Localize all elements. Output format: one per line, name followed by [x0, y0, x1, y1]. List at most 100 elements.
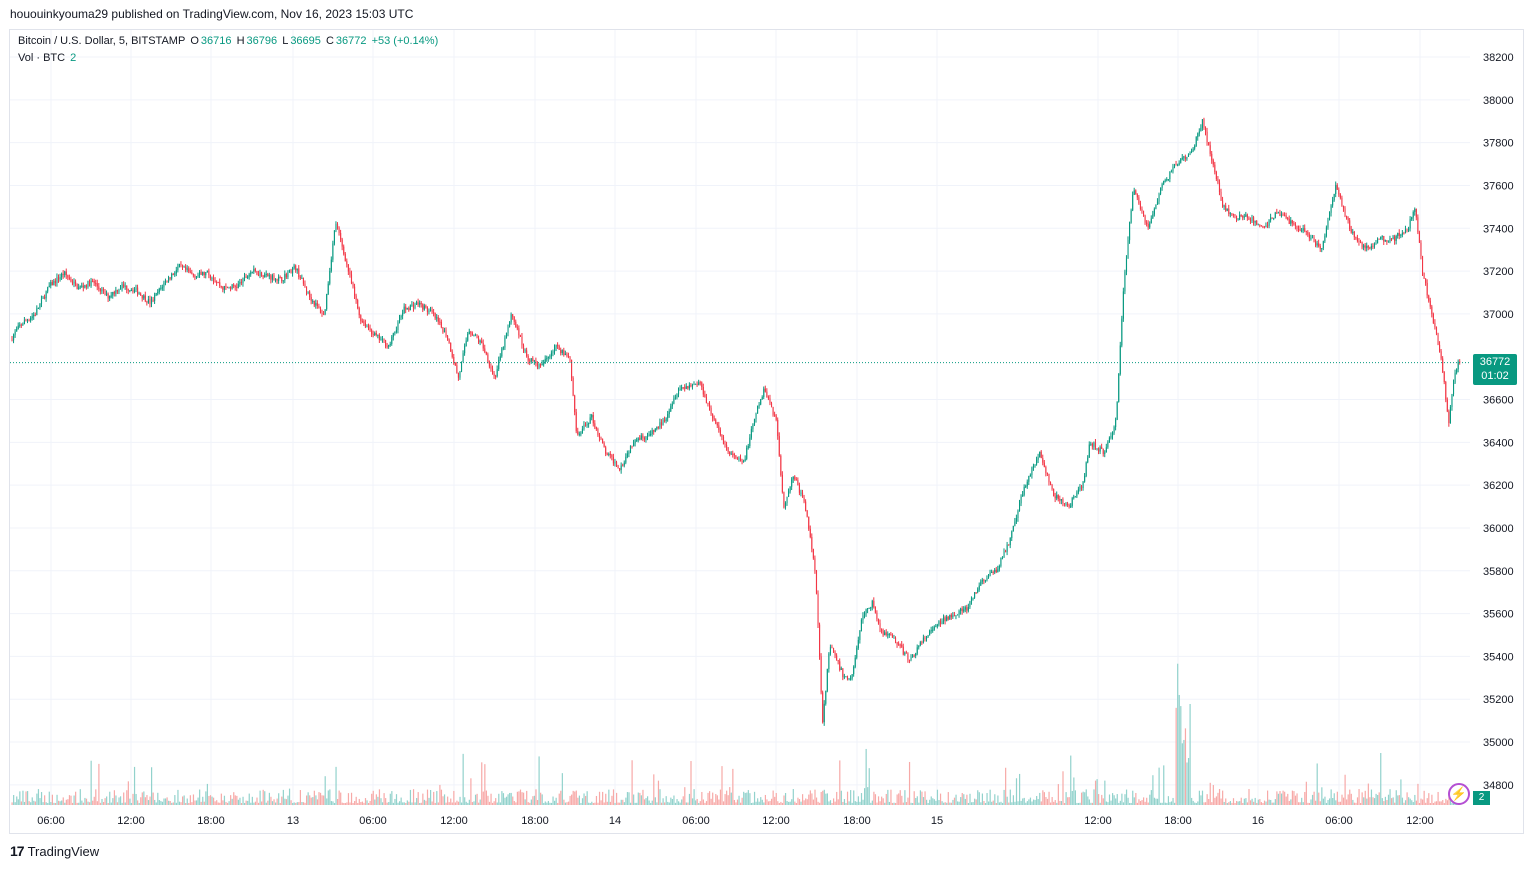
candle-body [1265, 225, 1267, 228]
volume-bar [126, 790, 128, 805]
volume-bar [916, 796, 918, 805]
volume-bar [806, 799, 808, 805]
volume-bar [1046, 798, 1049, 805]
candle-body [107, 293, 109, 299]
candle-body [868, 607, 870, 609]
volume-bar [1060, 801, 1063, 805]
volume-bar [1163, 765, 1165, 805]
volume-bar [984, 802, 987, 805]
candle-body [485, 351, 487, 355]
volume-bar [1367, 783, 1369, 805]
volume-bar [85, 798, 88, 805]
lightning-icon[interactable]: ⚡ [1448, 783, 1470, 805]
candle-body [177, 267, 179, 271]
candle-body [456, 365, 458, 373]
volume-bar [1322, 798, 1324, 805]
volume-bar [389, 793, 391, 805]
candle-body [372, 334, 374, 336]
volume-bar [391, 791, 393, 805]
volume-bar [206, 783, 208, 805]
candle-body [1050, 482, 1052, 486]
candle-body [123, 284, 125, 287]
volume-bar [670, 797, 672, 805]
volume-bar [640, 795, 642, 805]
volume-bar [498, 793, 500, 805]
volume-bar [702, 799, 704, 805]
volume-bar [492, 802, 494, 805]
volume-bar [876, 802, 878, 805]
candle-body [1363, 245, 1365, 248]
candle-body [106, 293, 108, 295]
volume-bar [873, 791, 875, 805]
volume-bar [75, 791, 77, 805]
volume-bar [530, 799, 532, 805]
candle-body [464, 346, 466, 354]
candle-body [800, 492, 802, 494]
volume-bar [203, 801, 205, 805]
candle-body [969, 601, 971, 608]
volume-bar [22, 790, 24, 805]
candle-body [1090, 443, 1092, 445]
candle-body [1454, 372, 1456, 383]
candle-body [919, 642, 921, 646]
candle-body [368, 326, 370, 329]
candle-body [234, 286, 236, 288]
volume-bar [31, 797, 33, 805]
volume-bar [1203, 802, 1205, 805]
volume-bar [1398, 795, 1400, 805]
candle-body [688, 385, 690, 389]
volume-bar [1415, 800, 1417, 805]
candle-body [667, 414, 669, 419]
volume-bar [1222, 790, 1224, 805]
volume-bar [698, 802, 700, 805]
volume-bar [423, 799, 425, 805]
candle-body [1426, 282, 1428, 296]
volume-bar [149, 796, 151, 805]
volume-bar [1167, 796, 1169, 805]
candle-body [516, 327, 518, 329]
volume-bar [882, 798, 884, 805]
volume-bar [1248, 789, 1250, 805]
candle-body [1239, 215, 1241, 220]
volume-bar [780, 801, 782, 805]
close-value: 36772 [335, 35, 367, 47]
volume-bar [771, 798, 773, 805]
tradingview-logo[interactable]: 17 TradingView [10, 843, 99, 859]
candle-body [626, 453, 628, 457]
x-tick-label: 12:00 [762, 815, 790, 827]
volume-bar [912, 802, 914, 805]
volume-bar [1381, 798, 1383, 805]
volume-bar [795, 802, 797, 805]
candle-body [808, 516, 810, 529]
candle-body [247, 276, 249, 278]
candle-body [1280, 214, 1283, 216]
volume-bar [1028, 799, 1030, 805]
candle-body [254, 268, 256, 271]
symbol-label[interactable]: Bitcoin / U.S. Dollar, 5, BITSTAMP [18, 35, 186, 47]
volume-bar [1048, 791, 1050, 805]
volume-bar [691, 798, 694, 805]
candle-body [566, 353, 568, 356]
volume-bar [151, 767, 153, 805]
volume-bar [1304, 791, 1306, 805]
volume-bar [37, 789, 40, 805]
candle-body [586, 424, 588, 426]
volume-bar [1214, 797, 1216, 805]
volume-bar [1360, 802, 1362, 805]
volume-bar [860, 793, 863, 805]
volume-bar [378, 789, 381, 805]
volume-bar [738, 795, 740, 805]
volume-bar [540, 792, 542, 805]
candle-body [73, 281, 75, 284]
candle-body [784, 503, 787, 508]
candle-body [51, 282, 53, 286]
candle-body [1367, 246, 1369, 248]
volume-bar [760, 797, 762, 805]
volume-bar [994, 794, 996, 805]
candle-body [974, 592, 976, 598]
volume-bar [854, 801, 856, 805]
volume-label[interactable]: Vol · BTC [18, 52, 66, 64]
volume-bar [474, 794, 477, 805]
candle-body [1249, 219, 1252, 222]
